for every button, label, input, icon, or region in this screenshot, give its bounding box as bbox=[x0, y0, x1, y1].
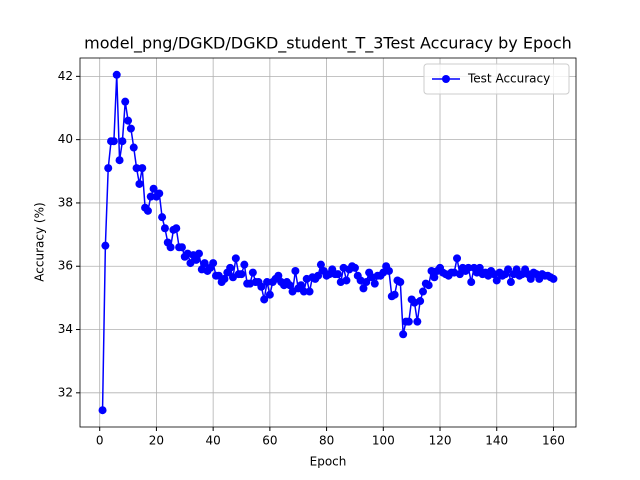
x-tick-label: 20 bbox=[149, 434, 164, 448]
data-point bbox=[362, 278, 371, 287]
data-point bbox=[158, 213, 167, 222]
data-point bbox=[257, 282, 266, 291]
data-point bbox=[305, 287, 314, 296]
data-point bbox=[143, 206, 152, 215]
data-point bbox=[390, 290, 399, 299]
data-point bbox=[260, 295, 269, 304]
data-point bbox=[506, 278, 515, 287]
data-point bbox=[194, 249, 203, 258]
legend-box bbox=[423, 63, 570, 95]
data-point bbox=[297, 281, 306, 290]
data-point bbox=[226, 263, 235, 272]
data-point bbox=[160, 224, 169, 233]
data-point bbox=[231, 254, 240, 263]
data-point bbox=[399, 330, 408, 339]
y-tick-label: 38 bbox=[58, 195, 73, 209]
data-point bbox=[274, 271, 283, 280]
data-point bbox=[192, 255, 201, 264]
data-point bbox=[504, 265, 513, 274]
data-point bbox=[177, 243, 186, 252]
data-point bbox=[109, 137, 118, 146]
data-point bbox=[104, 164, 113, 173]
x-tick-label: 60 bbox=[262, 434, 277, 448]
data-point bbox=[314, 271, 323, 280]
data-point bbox=[149, 184, 158, 193]
data-point bbox=[333, 270, 342, 279]
data-point bbox=[121, 97, 130, 106]
data-point bbox=[453, 254, 462, 263]
data-point bbox=[384, 266, 393, 275]
data-point bbox=[430, 273, 439, 282]
data-point bbox=[285, 281, 294, 290]
x-tick-label: 100 bbox=[372, 434, 395, 448]
y-tick-label: 34 bbox=[58, 322, 73, 336]
data-point bbox=[419, 287, 428, 296]
data-point bbox=[512, 265, 521, 274]
data-point bbox=[467, 278, 476, 287]
y-tick-label: 32 bbox=[58, 385, 73, 399]
data-point bbox=[464, 263, 473, 272]
x-tick-label: 160 bbox=[542, 434, 565, 448]
y-tick-label: 40 bbox=[58, 132, 73, 146]
x-tick-label: 80 bbox=[319, 434, 334, 448]
data-point bbox=[126, 124, 135, 133]
data-point bbox=[118, 137, 127, 146]
data-point bbox=[135, 179, 144, 188]
y-tick-label: 36 bbox=[58, 259, 73, 273]
data-point bbox=[370, 279, 379, 288]
data-point bbox=[404, 317, 413, 326]
data-point bbox=[124, 116, 133, 125]
data-point bbox=[248, 268, 257, 277]
chart-title: model_png/DGKD/DGKD_student_T_3Test Accu… bbox=[84, 34, 572, 54]
data-point bbox=[475, 263, 484, 272]
legend-marker bbox=[442, 75, 450, 83]
x-tick-label: 0 bbox=[96, 434, 104, 448]
data-point bbox=[549, 274, 558, 283]
data-point bbox=[132, 164, 141, 173]
data-point bbox=[220, 274, 229, 283]
data-point bbox=[291, 266, 300, 275]
legend-label: Test Accuracy bbox=[467, 72, 550, 86]
data-point bbox=[350, 263, 359, 272]
plot-frame bbox=[79, 57, 577, 428]
data-point bbox=[98, 406, 107, 415]
data-point bbox=[138, 164, 147, 173]
data-point bbox=[424, 281, 433, 290]
data-point bbox=[209, 259, 218, 268]
data-point bbox=[129, 143, 138, 152]
x-tick-label: 120 bbox=[429, 434, 452, 448]
data-point bbox=[526, 274, 535, 283]
data-point bbox=[112, 70, 121, 79]
data-point bbox=[413, 317, 422, 326]
data-point bbox=[416, 297, 425, 306]
data-point bbox=[316, 260, 325, 269]
data-point bbox=[492, 276, 501, 285]
data-point bbox=[342, 276, 351, 285]
data-point bbox=[359, 284, 368, 293]
x-tick-label: 140 bbox=[485, 434, 508, 448]
y-axis-label: Accuracy (%) bbox=[33, 202, 47, 281]
data-point bbox=[263, 278, 272, 287]
y-tick-label: 42 bbox=[58, 69, 73, 83]
data-point bbox=[265, 290, 274, 299]
data-point bbox=[240, 260, 249, 269]
x-tick-label: 40 bbox=[206, 434, 221, 448]
data-point bbox=[200, 259, 209, 268]
data-point bbox=[396, 278, 405, 287]
x-axis-label: Epoch bbox=[310, 455, 347, 469]
data-point bbox=[155, 189, 164, 198]
data-point bbox=[237, 270, 246, 279]
data-point bbox=[172, 224, 181, 233]
data-point bbox=[146, 192, 155, 201]
data-point bbox=[115, 156, 124, 165]
data-point bbox=[427, 266, 436, 275]
data-point bbox=[101, 241, 110, 250]
data-point bbox=[299, 287, 308, 296]
data-point bbox=[166, 243, 175, 252]
